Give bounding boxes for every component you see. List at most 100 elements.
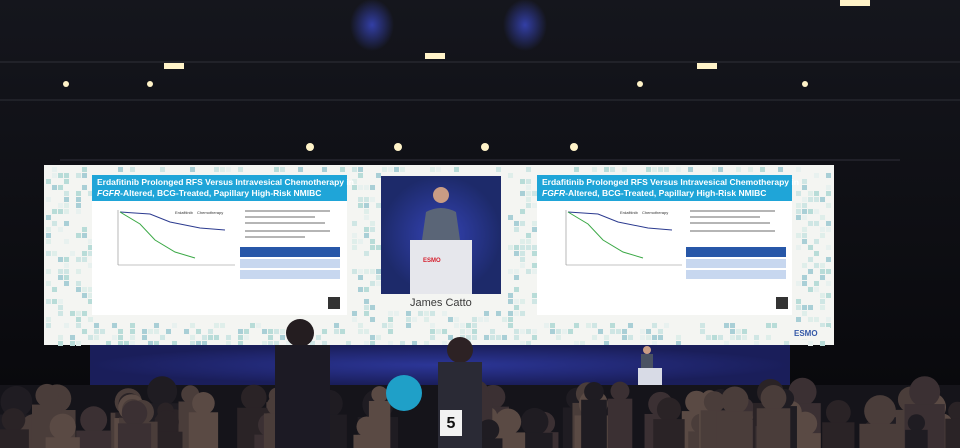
- mosaic-tile: [592, 323, 597, 328]
- mosaic-tile: [310, 341, 315, 346]
- mosaic-tile: [460, 323, 465, 328]
- mosaic-tile: [592, 167, 597, 172]
- audience-head: [1, 408, 26, 432]
- audience-body: [76, 430, 112, 448]
- mosaic-tile: [412, 317, 417, 322]
- mosaic-tile: [88, 299, 93, 304]
- mosaic-tile: [52, 173, 57, 178]
- mosaic-tile: [616, 329, 621, 334]
- audience-body: [859, 423, 901, 448]
- mosaic-tile: [658, 167, 663, 172]
- mosaic-tile: [172, 341, 177, 346]
- audience-head: [907, 414, 926, 432]
- mosaic-tile: [118, 335, 123, 340]
- slide-title-italic: FGFR: [542, 188, 566, 198]
- mosaic-tile: [412, 341, 417, 346]
- mosaic-tile: [508, 173, 513, 178]
- mosaic-tile: [214, 167, 219, 172]
- mosaic-tile: [358, 287, 363, 292]
- mosaic-tile: [358, 203, 363, 208]
- mosaic-tile: [700, 323, 705, 328]
- audience-head: [447, 337, 473, 363]
- mosaic-tile: [46, 179, 51, 184]
- mosaic-tile: [88, 293, 93, 298]
- mosaic-tile: [58, 203, 63, 208]
- mosaic-tile: [796, 203, 801, 208]
- mosaic-tile: [88, 263, 93, 268]
- mosaic-tile: [334, 323, 339, 328]
- mosaic-tile: [76, 287, 81, 292]
- audience-head: [478, 419, 500, 441]
- mosaic-tile: [460, 329, 465, 334]
- mosaic-tile: [796, 245, 801, 250]
- mosaic-tile: [46, 269, 51, 274]
- mosaic-tile: [370, 305, 375, 310]
- audience-head: [356, 416, 377, 437]
- mosaic-tile: [646, 335, 651, 340]
- mosaic-tile: [814, 197, 819, 202]
- mosaic-tile: [478, 317, 483, 322]
- mosaic-tile: [814, 251, 819, 256]
- mosaic-tile: [808, 221, 813, 226]
- mosaic-tile: [82, 233, 87, 238]
- mosaic-tile: [364, 299, 369, 304]
- mosaic-tile: [520, 251, 525, 256]
- slide-title-line: -Altered, BCG-Treated, Papillary High-Ri…: [565, 188, 766, 198]
- audience-head: [286, 319, 314, 347]
- mosaic-tile: [376, 269, 381, 274]
- mosaic-tile: [220, 323, 225, 328]
- audience-head: [760, 385, 787, 411]
- video-feed: ESMO: [381, 176, 501, 294]
- mosaic-tile: [88, 251, 93, 256]
- mosaic-tile: [376, 173, 381, 178]
- mosaic-tile: [700, 329, 705, 334]
- mosaic-tile: [352, 269, 357, 274]
- mosaic-tile: [814, 317, 819, 322]
- mosaic-tile: [514, 287, 519, 292]
- mosaic-tile: [796, 191, 801, 196]
- audience-head: [948, 401, 960, 421]
- mosaic-tile: [76, 257, 81, 262]
- audience-head: [656, 397, 682, 422]
- mosaic-tile: [406, 311, 411, 316]
- mosaic-tile: [532, 251, 537, 256]
- mosaic-tile: [370, 185, 375, 190]
- mosaic-tile: [46, 215, 51, 220]
- mosaic-tile: [502, 335, 507, 340]
- mosaic-tile: [352, 179, 357, 184]
- mosaic-tile: [364, 305, 369, 310]
- mosaic-tile: [742, 329, 747, 334]
- mosaic-tile: [112, 323, 117, 328]
- mosaic-tile: [76, 197, 81, 202]
- audience-body: [905, 429, 928, 448]
- mosaic-tile: [430, 335, 435, 340]
- truss: [0, 61, 960, 161]
- mosaic-tile: [532, 329, 537, 334]
- mosaic-tile: [154, 323, 159, 328]
- mosaic-tile: [598, 329, 603, 334]
- audience-head: [825, 399, 851, 425]
- mosaic-tile: [76, 203, 81, 208]
- mosaic-tile: [82, 251, 87, 256]
- mosaic-tile: [514, 275, 519, 280]
- mosaic-tile: [88, 191, 93, 196]
- mosaic-tile: [52, 167, 57, 172]
- mosaic-tile: [358, 167, 363, 172]
- mosaic-tile: [76, 191, 81, 196]
- mosaic-tile: [622, 329, 627, 334]
- mosaic-tile: [364, 269, 369, 274]
- legend-entry: Chemotherapy: [197, 210, 223, 215]
- audience-head: [240, 384, 267, 411]
- mosaic-tile: [574, 323, 579, 328]
- mosaic-tile: [196, 329, 201, 334]
- mosaic-tile: [130, 329, 135, 334]
- mosaic-tile: [808, 305, 813, 310]
- mosaic-tile: [52, 251, 57, 256]
- mosaic-tile: [784, 341, 789, 346]
- mosaic-tile: [520, 221, 525, 226]
- mosaic-tile: [610, 329, 615, 334]
- mosaic-tile: [802, 197, 807, 202]
- mosaic-tile: [814, 209, 819, 214]
- mosaic-tile: [346, 341, 351, 346]
- mosaic-tile: [394, 167, 399, 172]
